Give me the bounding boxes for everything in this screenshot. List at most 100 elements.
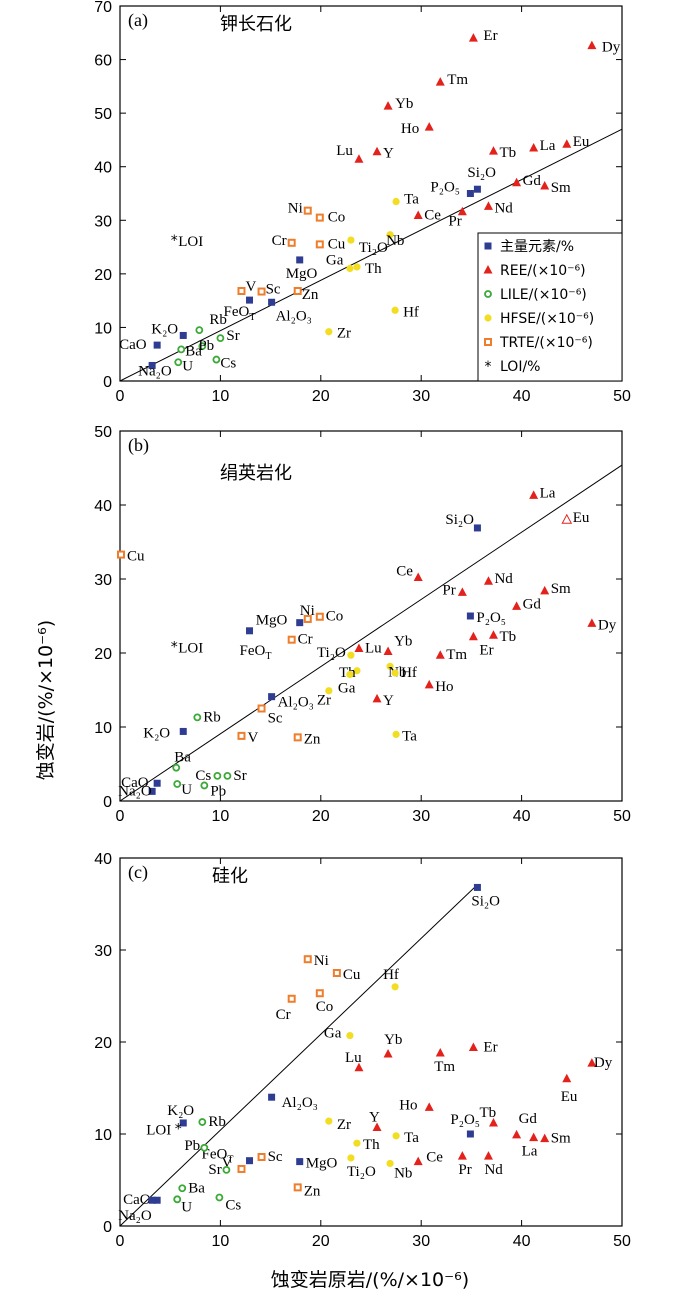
data-point bbox=[212, 355, 221, 364]
data-point bbox=[153, 779, 161, 787]
point-label: Yb bbox=[384, 1032, 402, 1048]
y-tick-label: 50 bbox=[94, 106, 112, 123]
y-tick-label: 0 bbox=[103, 1219, 112, 1236]
data-point: * bbox=[171, 233, 178, 249]
data-point bbox=[193, 713, 202, 722]
x-tick-label: 10 bbox=[212, 808, 230, 825]
point-label: Eu bbox=[573, 510, 590, 526]
point-label: Zn bbox=[304, 731, 321, 747]
point-label: K₂O bbox=[143, 725, 170, 741]
data-point bbox=[296, 1158, 304, 1166]
point-label: Lu bbox=[336, 143, 353, 159]
point-label: CaO bbox=[123, 1192, 151, 1208]
point-label: Ce bbox=[424, 207, 441, 223]
point-label: LOI bbox=[178, 640, 203, 656]
point-label: Ga bbox=[338, 680, 356, 696]
panel-1: 0 10 20 30 40 50 0 10 20 30 40 50 (b) 绢英岩化 La Eu Ce Nd Sm P… bbox=[94, 424, 631, 825]
data-point: * bbox=[175, 1121, 182, 1137]
data-point bbox=[215, 1193, 224, 1202]
x-tick-label: 50 bbox=[613, 1233, 631, 1250]
data-point bbox=[237, 731, 246, 740]
point-label: Th bbox=[365, 261, 382, 277]
data-point bbox=[173, 1195, 182, 1204]
point-label: Lu bbox=[365, 641, 382, 657]
data-point bbox=[346, 1031, 354, 1040]
point-label: Na₂O bbox=[118, 1208, 152, 1224]
data-point bbox=[303, 955, 312, 964]
point-label: Sm bbox=[551, 581, 571, 597]
data-point bbox=[179, 331, 187, 339]
point-label: Nb bbox=[394, 1165, 412, 1181]
data-point bbox=[353, 1139, 361, 1147]
legend-marker bbox=[483, 265, 493, 274]
data-point bbox=[354, 154, 364, 163]
point-label: Nd bbox=[494, 200, 513, 216]
data-point bbox=[512, 177, 522, 187]
data-point bbox=[315, 240, 324, 249]
point-label: P₂O₅ bbox=[430, 180, 460, 196]
point-label: Dy bbox=[598, 617, 617, 633]
x-tick-label: 10 bbox=[212, 388, 230, 405]
data-point bbox=[561, 513, 573, 524]
legend-marker bbox=[484, 314, 492, 322]
legend: 主量元素/% REE/(×10⁻⁶) LILE/(×10⁻⁶) HFSE/(×10⁻⁶… bbox=[477, 232, 623, 382]
legend-marker bbox=[484, 242, 492, 250]
data-point bbox=[346, 264, 354, 273]
data-point bbox=[466, 190, 474, 197]
data-point bbox=[325, 1117, 333, 1125]
y-tick-label: 60 bbox=[94, 53, 112, 70]
point-label: Yb bbox=[394, 634, 412, 650]
point-label: FeOT bbox=[240, 643, 272, 662]
y-tick-label: 20 bbox=[94, 1035, 112, 1052]
point-label: Hf bbox=[403, 304, 419, 320]
data-point bbox=[473, 185, 481, 193]
data-point bbox=[353, 263, 361, 271]
data-point bbox=[466, 612, 474, 620]
point-label: Ho bbox=[401, 121, 419, 137]
y-tick-label: 0 bbox=[103, 374, 112, 391]
point-label: Ta bbox=[404, 192, 419, 208]
point-label: Er bbox=[483, 28, 497, 44]
data-point bbox=[540, 585, 550, 595]
point-label: U bbox=[181, 782, 192, 798]
point-label: Tb bbox=[499, 629, 516, 645]
point-label: Gd bbox=[519, 1111, 538, 1127]
point-label: Th bbox=[363, 1137, 380, 1153]
data-point bbox=[153, 341, 161, 349]
point-label: MgO bbox=[256, 613, 288, 629]
data-point bbox=[587, 618, 597, 627]
data-point bbox=[386, 662, 394, 670]
point-label: V bbox=[221, 1155, 232, 1171]
point-label: Pr bbox=[442, 582, 455, 598]
point-label: Ga bbox=[326, 253, 344, 269]
isocon-line bbox=[119, 885, 477, 1227]
panel-letter: (c) bbox=[128, 862, 148, 883]
point-label: Hf bbox=[401, 665, 417, 681]
data-point bbox=[293, 1183, 302, 1192]
y-tick-label: 50 bbox=[94, 424, 112, 441]
legend-label: LILE/(×10⁻⁶) bbox=[500, 287, 587, 303]
data-point bbox=[200, 781, 209, 790]
point-label: Ho bbox=[435, 679, 453, 695]
data-point bbox=[257, 1153, 266, 1161]
point-label: Si₂O bbox=[445, 512, 474, 528]
data-point bbox=[347, 1154, 355, 1162]
point-label: LOI bbox=[178, 234, 203, 250]
point-label: Y bbox=[383, 693, 394, 709]
data-point: * bbox=[171, 639, 178, 655]
data-point bbox=[457, 587, 467, 596]
point-label: V bbox=[245, 279, 256, 295]
data-point bbox=[391, 306, 399, 314]
data-point bbox=[325, 328, 333, 336]
data-point bbox=[315, 213, 324, 222]
data-point bbox=[198, 342, 207, 351]
y-tick-label: 40 bbox=[94, 160, 112, 177]
data-point bbox=[148, 361, 156, 369]
data-point bbox=[391, 669, 399, 677]
data-point bbox=[473, 524, 481, 532]
data-point bbox=[257, 704, 266, 713]
isocon-line bbox=[119, 128, 623, 382]
point-label: Ba bbox=[174, 750, 191, 766]
data-point bbox=[200, 1143, 209, 1152]
